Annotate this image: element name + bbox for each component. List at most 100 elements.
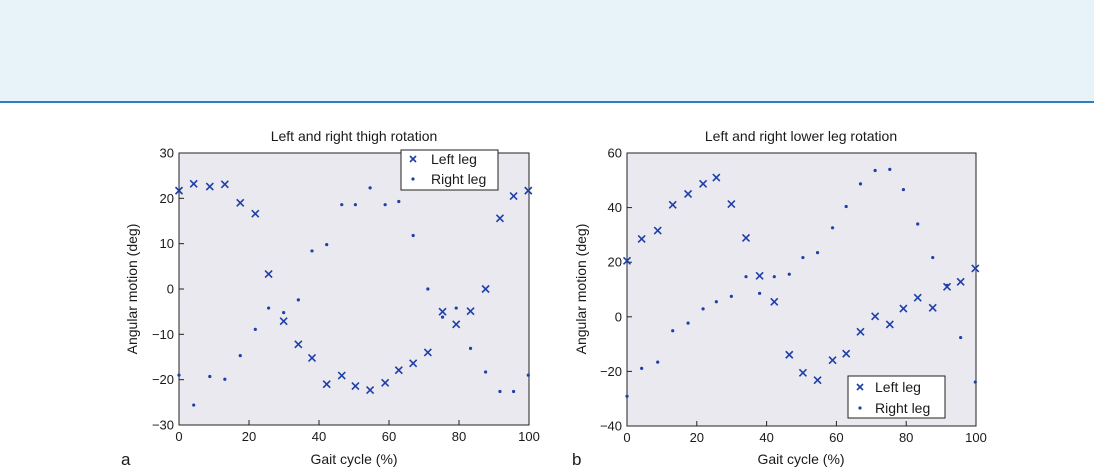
panel-b-xlabel: Gait cycle (%) — [757, 451, 844, 467]
data-point-right-leg — [686, 321, 690, 325]
y-tick-label: 30 — [160, 146, 174, 161]
data-point-right-leg — [873, 168, 877, 173]
y-tick-label: −30 — [152, 418, 174, 433]
panel-a-legend-marker-right-leg — [411, 177, 415, 181]
data-point-left-leg — [741, 233, 751, 242]
data-point-right-leg — [340, 203, 344, 207]
data-point-left-leg — [264, 269, 273, 279]
y-tick-label: −20 — [600, 364, 622, 379]
data-point-left-leg — [622, 256, 632, 265]
data-point-left-leg — [856, 327, 865, 336]
x-tick-label: 20 — [690, 430, 704, 445]
data-point-right-leg — [916, 222, 920, 226]
y-tick-label: 40 — [608, 200, 622, 215]
y-tick-label: 0 — [167, 282, 174, 297]
data-point-left-leg — [279, 317, 288, 326]
data-point-left-leg — [189, 179, 198, 188]
data-point-left-leg — [653, 226, 662, 235]
data-point-right-leg — [282, 310, 286, 315]
data-point-right-leg — [830, 226, 835, 230]
data-point-left-leg — [423, 348, 432, 357]
panel-b-legend: Left leg Right leg — [847, 375, 946, 419]
data-point-left-leg — [466, 307, 475, 316]
data-point-right-leg — [801, 255, 805, 260]
data-point-right-leg — [714, 300, 718, 304]
x-tick-label: 80 — [899, 430, 913, 445]
x-tick-label: 100 — [518, 429, 540, 444]
panel-b-label: b — [572, 450, 581, 467]
panel-b-legend-box — [847, 375, 946, 419]
y-tick-label: −40 — [600, 419, 622, 434]
data-point-right-leg — [238, 354, 242, 358]
data-point-right-leg — [468, 346, 473, 350]
data-point-left-leg — [174, 186, 184, 195]
data-point-left-leg — [885, 320, 894, 329]
figure-canvas: Left and right thigh rotation Gait cycle… — [121, 128, 987, 467]
panel-a-title: Left and right thigh rotation — [271, 128, 438, 144]
data-point-left-leg — [971, 264, 980, 273]
panel-b: Left and right lower leg rotation Gait c… — [572, 128, 987, 467]
data-point-right-leg — [426, 287, 430, 291]
panel-a-legend-label-left-leg: Left leg — [431, 151, 477, 167]
panel-b-title: Left and right lower leg rotation — [705, 128, 897, 144]
data-point-right-leg — [177, 373, 181, 377]
data-point-right-leg — [296, 298, 300, 302]
panel-b-legend-label-right-leg: Right leg — [875, 400, 930, 416]
data-point-left-leg — [755, 271, 764, 280]
data-point-right-leg — [192, 403, 196, 407]
data-point-right-leg — [440, 315, 445, 319]
data-point-right-leg — [397, 199, 401, 204]
x-tick-label: 40 — [759, 430, 773, 445]
data-point-right-leg — [208, 374, 212, 379]
data-point-right-leg — [511, 389, 516, 394]
data-point-left-leg — [452, 320, 461, 329]
data-point-left-leg — [205, 182, 214, 191]
panel-a: Left and right thigh rotation Gait cycle… — [121, 128, 540, 467]
data-point-left-leg — [828, 356, 837, 365]
panel-a-legend-label-right-leg: Right leg — [431, 171, 486, 187]
panel-a-xlabel: Gait cycle (%) — [310, 451, 397, 467]
data-point-right-leg — [945, 283, 949, 288]
data-point-right-leg — [729, 294, 733, 298]
data-point-left-leg — [251, 209, 260, 218]
data-point-left-leg — [294, 340, 303, 349]
data-point-left-leg — [495, 214, 505, 223]
x-tick-label: 100 — [965, 430, 987, 445]
data-point-right-leg — [498, 389, 502, 394]
data-point-right-leg — [454, 306, 458, 310]
data-point-right-leg — [758, 291, 762, 295]
data-point-right-leg — [772, 275, 776, 279]
panel-a-marks — [174, 179, 533, 407]
header-band — [0, 0, 1094, 101]
data-point-left-leg — [727, 199, 736, 209]
panel-a-legend: Left leg Right leg — [400, 149, 499, 191]
data-point-left-leg — [928, 303, 937, 312]
data-point-right-leg — [267, 306, 271, 310]
data-point-right-leg — [671, 329, 675, 333]
data-point-right-leg — [901, 187, 906, 192]
data-point-left-leg — [913, 293, 922, 302]
x-tick-label: 60 — [829, 430, 843, 445]
panel-a-legend-marker-left-leg — [409, 155, 417, 163]
data-point-left-leg — [637, 234, 646, 244]
x-tick-label: 80 — [452, 429, 466, 444]
data-point-right-leg — [640, 366, 644, 370]
data-point-right-leg — [931, 255, 935, 260]
data-point-right-leg — [368, 186, 372, 190]
panel-a-legend-box — [400, 149, 499, 191]
y-tick-label: 20 — [160, 191, 174, 206]
panel-a-ylabel: Angular motion (deg) — [124, 224, 140, 355]
panel-b-ylabel: Angular motion (deg) — [573, 224, 589, 355]
x-tick-label: 60 — [382, 429, 396, 444]
data-point-left-leg — [899, 304, 908, 313]
data-point-right-leg — [787, 272, 791, 276]
data-point-left-leg — [798, 368, 807, 377]
data-point-left-leg — [668, 200, 677, 209]
data-point-left-leg — [366, 386, 375, 395]
data-point-left-leg — [351, 381, 360, 391]
data-point-right-leg — [325, 242, 329, 247]
x-tick-label: 0 — [623, 430, 630, 445]
data-point-right-leg — [484, 370, 488, 374]
data-point-left-leg — [394, 366, 403, 375]
